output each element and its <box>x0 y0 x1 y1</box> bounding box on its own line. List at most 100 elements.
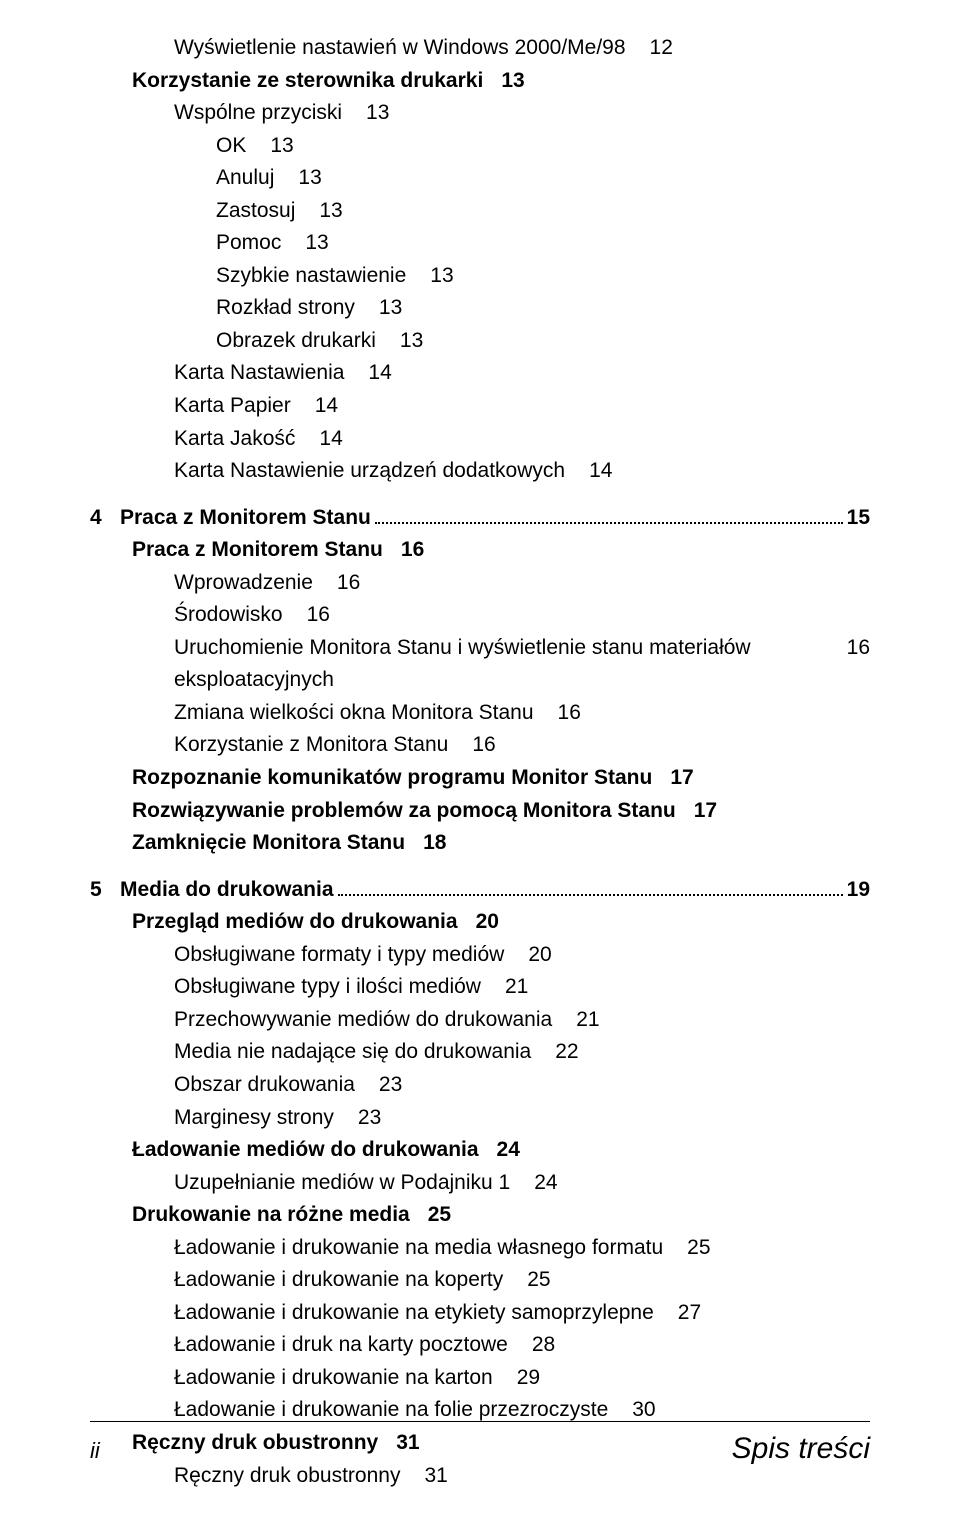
toc-entry-page: 25 <box>687 1232 710 1265</box>
toc-entry-page: 20 <box>476 906 499 939</box>
toc-entry: Przechowywanie mediów do drukowania 21 <box>90 1004 870 1037</box>
toc-entry-page: 17 <box>670 762 693 795</box>
toc-chapter-number: 5 <box>90 874 120 907</box>
toc-entry-title: Rozkład strony <box>216 292 355 325</box>
toc-entry: Zmiana wielkości okna Monitora Stanu 16 <box>90 697 870 730</box>
toc-entry-page: 13 <box>501 65 524 98</box>
toc-entry-title: Praca z Monitorem Stanu <box>132 534 383 567</box>
toc-entry: Obsługiwane formaty i typy mediów 20 <box>90 939 870 972</box>
toc-entry-page: 13 <box>379 292 402 325</box>
toc-entry-page: 14 <box>368 357 391 390</box>
toc-entry-page: 14 <box>589 455 612 488</box>
toc-entry-page: 14 <box>319 423 342 456</box>
toc-entry-page: 12 <box>650 32 673 65</box>
toc-entry-title: OK <box>216 130 246 163</box>
toc-chapter-title: Media do drukowania <box>120 874 334 907</box>
toc-entry-title: Karta Jakość <box>174 423 295 456</box>
toc-entry: Anuluj13 <box>90 162 870 195</box>
toc-entry: Uruchomienie Monitora Stanu i wyświetlen… <box>90 632 870 697</box>
toc-entry-title: Karta Papier <box>174 390 291 423</box>
toc-entry: Korzystanie z Monitora Stanu 16 <box>90 729 870 762</box>
toc-entry: Uzupełnianie mediów w Podajniku 1 24 <box>90 1167 870 1200</box>
toc-entry-title: Media nie nadające się do drukowania <box>174 1036 531 1069</box>
toc-entry-title: Zastosuj <box>216 195 295 228</box>
toc-entry: Karta Papier14 <box>90 390 870 423</box>
toc-entry-title: Obrazek drukarki <box>216 325 376 358</box>
toc-entry-title: Zmiana wielkości okna Monitora Stanu <box>174 697 534 730</box>
toc-entry-page: 13 <box>400 325 423 358</box>
toc-entry-title: Obsługiwane formaty i typy mediów <box>174 939 504 972</box>
toc-entry: Obszar drukowania23 <box>90 1069 870 1102</box>
toc-entry-page: 13 <box>430 260 453 293</box>
toc-entry-page: 23 <box>358 1102 381 1135</box>
toc-entry-page: 16 <box>307 599 330 632</box>
toc-entry-page: 16 <box>401 534 424 567</box>
toc-entry-title: Środowisko <box>174 599 283 632</box>
toc-entry-page: 21 <box>576 1004 599 1037</box>
toc-entry-page: 24 <box>534 1167 557 1200</box>
toc-entry: Ładowanie i drukowanie na karton 29 <box>90 1362 870 1395</box>
toc-entry-page: 24 <box>497 1134 520 1167</box>
toc-entry: Karta Jakość 14 <box>90 423 870 456</box>
toc-entry-page: 16 <box>558 697 581 730</box>
toc-entry-title: Uzupełnianie mediów w Podajniku 1 <box>174 1167 510 1200</box>
toc-entry-page: 17 <box>694 795 717 828</box>
toc-entry-page: 16 <box>472 729 495 762</box>
toc-entry-title: Wprowadzenie <box>174 567 313 600</box>
toc-entry: Marginesy strony 23 <box>90 1102 870 1135</box>
toc-entry: Karta Nastawienia14 <box>90 357 870 390</box>
toc-entry-title: Wspólne przyciski <box>174 97 342 130</box>
toc-entry-page: 29 <box>517 1362 540 1395</box>
toc-entry-title: Karta Nastawienie urządzeń dodatkowych <box>174 455 565 488</box>
toc-entry-page: 23 <box>379 1069 402 1102</box>
toc-entry-page: 16 <box>337 567 360 600</box>
toc-entry: OK 13 <box>90 130 870 163</box>
toc-entry-page: 13 <box>270 130 293 163</box>
toc-entry: Praca z Monitorem Stanu 16 <box>90 534 870 567</box>
toc-entry-title: Ładowanie mediów do drukowania <box>132 1134 479 1167</box>
toc-entry-title: Ładowanie i drukowanie na media własnego… <box>174 1232 663 1265</box>
toc-entry: Ładowanie i drukowanie na etykiety samop… <box>90 1297 870 1330</box>
toc-entry: Rozpoznanie komunikatów programu Monitor… <box>90 762 870 795</box>
toc-entry: Wspólne przyciski 13 <box>90 97 870 130</box>
toc-chapter-page: 19 <box>847 874 870 907</box>
toc-entry-page: 28 <box>532 1329 555 1362</box>
table-of-contents: Wyświetlenie nastawień w Windows 2000/Me… <box>90 32 870 1492</box>
toc-entry-page: 22 <box>555 1036 578 1069</box>
toc-entry: Zastosuj13 <box>90 195 870 228</box>
toc-entry: Obsługiwane typy i ilości mediów21 <box>90 971 870 1004</box>
toc-entry-page: 13 <box>366 97 389 130</box>
toc-entry: Korzystanie ze sterownika drukarki13 <box>90 65 870 98</box>
toc-entry-page: 27 <box>678 1297 701 1330</box>
toc-entry-title: Ładowanie i druk na karty pocztowe <box>174 1329 508 1362</box>
footer-label: Spis treści <box>732 1432 870 1466</box>
toc-entry-title: Przechowywanie mediów do drukowania <box>174 1004 552 1037</box>
toc-entry: Rozkład strony 13 <box>90 292 870 325</box>
toc-entry: Szybkie nastawienie 13 <box>90 260 870 293</box>
toc-entry-title: Ładowanie i drukowanie na koperty <box>174 1264 503 1297</box>
toc-entry-title: Uruchomienie Monitora Stanu i wyświetlen… <box>174 632 826 697</box>
toc-entry-page: 25 <box>527 1264 550 1297</box>
toc-chapter-page: 15 <box>847 502 870 535</box>
toc-entry: Ładowanie i drukowanie na koperty 25 <box>90 1264 870 1297</box>
toc-entry: Środowisko 16 <box>90 599 870 632</box>
toc-entry: Media nie nadające się do drukowania 22 <box>90 1036 870 1069</box>
toc-entry-title: Rozwiązywanie problemów za pomocą Monito… <box>132 795 676 828</box>
toc-entry-title: Obsługiwane typy i ilości mediów <box>174 971 481 1004</box>
toc-entry-page: 20 <box>528 939 551 972</box>
toc-entry: Ładowanie i druk na karty pocztowe 28 <box>90 1329 870 1362</box>
toc-chapter: 4Praca z Monitorem Stanu 15 <box>90 502 870 535</box>
toc-chapter-number: 4 <box>90 502 120 535</box>
toc-entry: Pomoc13 <box>90 227 870 260</box>
toc-entry-page: 25 <box>428 1199 451 1232</box>
toc-entry: Obrazek drukarki 13 <box>90 325 870 358</box>
toc-entry-page: 13 <box>305 227 328 260</box>
toc-entry-title: Marginesy strony <box>174 1102 334 1135</box>
toc-entry-title: Korzystanie z Monitora Stanu <box>174 729 448 762</box>
toc-entry: Karta Nastawienie urządzeń dodatkowych 14 <box>90 455 870 488</box>
toc-entry-title: Drukowanie na różne media <box>132 1199 410 1232</box>
toc-entry: Przegląd mediów do drukowania20 <box>90 906 870 939</box>
toc-entry-title: Ładowanie i drukowanie na karton <box>174 1362 493 1395</box>
toc-entry: Rozwiązywanie problemów za pomocą Monito… <box>90 795 870 828</box>
toc-entry-title: Szybkie nastawienie <box>216 260 406 293</box>
